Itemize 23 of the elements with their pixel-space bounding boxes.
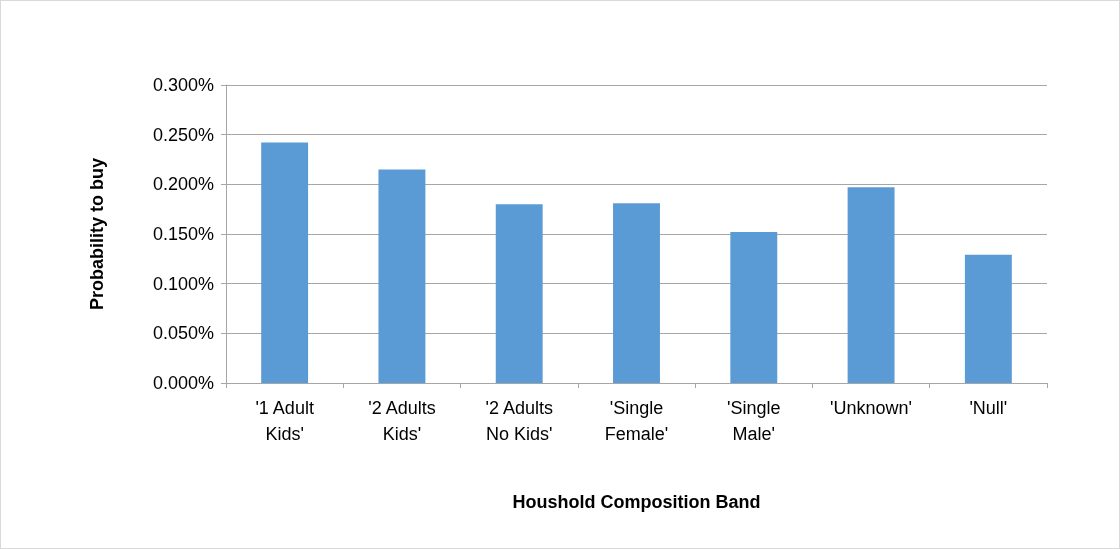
y-tick-label: 0.050%	[152, 323, 214, 344]
bar	[378, 169, 426, 383]
x-tick-label: 'Null'	[969, 398, 1008, 418]
x-axis-title: Houshold Composition Band	[512, 492, 761, 512]
y-axis-title: Probability to buy	[87, 157, 107, 311]
x-tick-label: 'Unknown'	[830, 398, 913, 418]
x-tick-label: '2 Adults Kids'	[368, 398, 436, 444]
y-tick-label: 0.000%	[152, 373, 214, 393]
y-tick-label: 0.100%	[152, 273, 214, 294]
y-tick-label: 0.300%	[152, 75, 214, 95]
x-tick-label: 'Single Female'	[604, 398, 669, 444]
y-tick-label: 0.150%	[152, 224, 214, 244]
x-tick-label: 'Single Male'	[727, 398, 781, 444]
y-tick-label: 0.200%	[152, 174, 214, 195]
y-tick-label: 0.250%	[152, 124, 214, 145]
x-tick-label: '1 Adult Kids'	[255, 398, 314, 444]
bar	[613, 203, 660, 383]
bar	[964, 254, 1012, 383]
x-tick-label: '2 Adults No Kids'	[485, 398, 553, 444]
bar	[261, 142, 309, 383]
bar	[730, 232, 778, 383]
bar	[847, 187, 895, 383]
bar	[495, 204, 543, 383]
